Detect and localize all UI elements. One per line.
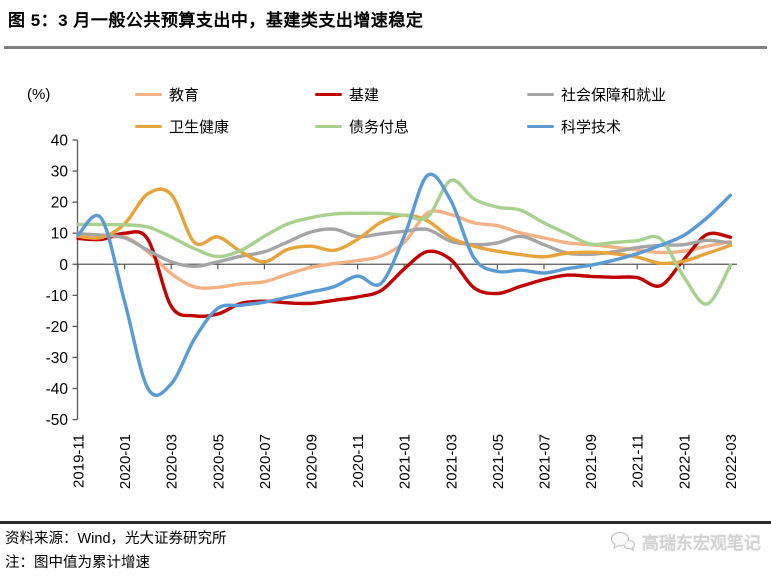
series-line-education [76,209,733,290]
legend-item-infrastructure: 基建 [315,84,527,105]
title-divider [4,46,767,49]
chat-bubbles-icon [610,531,636,551]
legend-swatch-health [135,124,162,129]
series-line-social-security-employment [76,227,733,269]
x-tick-label: 2021-05 [490,434,507,489]
x-tick-label: 2021-03 [443,434,460,489]
chart-note: 注：图中值为累计增速 [5,555,150,571]
x-tick-label: 2021-07 [537,434,554,489]
y-tick-label: 0 [59,257,68,274]
legend-label: 卫生健康 [169,119,230,136]
y-tick-label: 10 [51,226,69,243]
legend-item-science-technology: 科学技术 [527,116,767,137]
x-tick-label: 2022-01 [676,434,693,489]
series-line-science-technology [76,172,733,397]
legend-item-debt-interest: 债务付息 [315,116,527,137]
y-tick-label: -20 [46,319,69,336]
x-tick-label: 2022-03 [723,434,740,489]
x-tick-label: 2021-09 [583,434,600,489]
y-tick-label: -10 [46,288,69,305]
source-note: 资料来源：Wind，光大证券研究所 [5,531,227,547]
legend-label: 教育 [169,87,200,104]
legend: 教育 基建 社会保障和就业卫生健康 债务付息 科学技术 [135,84,767,137]
legend-label: 基建 [349,87,380,104]
y-tick-label: -50 [46,412,69,429]
chart-area: 40 30 20 10 0 -10 -20 -30 -40 -50 2019-11 2020-01 20… [0,60,771,520]
y-tick-label: 20 [51,195,69,212]
y-tick-label: 30 [51,164,69,181]
watermark: 高瑞东宏观笔记 [610,529,761,554]
x-tick-label: 2021-11 [630,434,647,488]
series-line-health [76,187,733,266]
y-tick-label: 40 [51,133,69,150]
x-tick-label: 2020-11 [350,434,367,488]
legend-label: 债务付息 [349,119,410,136]
legend-label: 社会保障和就业 [561,87,667,104]
series-line-infrastructure [76,230,733,319]
x-tick-label: 2020-01 [117,434,134,489]
y-tick-label: -40 [46,381,69,398]
watermark-text: 高瑞东宏观笔记 [642,534,761,553]
legend-swatch-debt-interest [315,124,342,129]
x-tick-label: 2019-11 [71,434,88,488]
footer-divider [0,521,771,524]
x-tick-label: 2021-01 [397,434,414,489]
legend-swatch-science-technology [527,124,554,129]
x-tick-label: 2020-09 [304,434,321,489]
x-tick-label: 2020-03 [164,434,181,489]
series-line-debt-interest [76,178,733,306]
figure-title: 图 5：3 月一般公共预算支出中，基建类支出增速稳定 [8,11,424,30]
legend-swatch-social-security-employment [527,92,554,97]
legend-swatch-infrastructure [315,92,342,97]
legend-item-social-security-employment: 社会保障和就业 [527,84,767,105]
legend-label: 科学技术 [561,119,622,136]
y-tick-label: -30 [46,350,69,367]
legend-swatch-education [135,92,162,97]
x-tick-label: 2020-07 [257,434,274,489]
legend-item-education: 教育 [135,84,315,105]
y-axis-unit-label: (%) [27,86,51,103]
x-tick-label: 2020-05 [210,434,227,489]
legend-item-health: 卫生健康 [135,116,315,137]
